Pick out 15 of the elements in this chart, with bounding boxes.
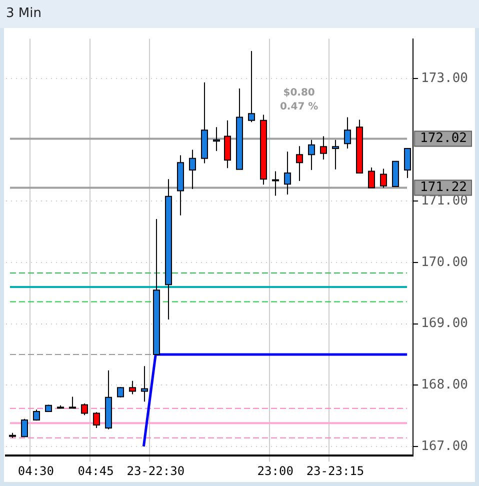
annotation: 0.47 % — [280, 102, 318, 113]
y-tick-label: 173.00 — [421, 71, 468, 86]
x-tick-label: 23-23:15 — [306, 464, 364, 478]
y-tick-label: 168.00 — [421, 377, 468, 392]
y-tick-label: 167.00 — [421, 438, 468, 454]
y-tick-label: 170.00 — [421, 254, 468, 270]
chart-title: 3 Min — [6, 6, 42, 21]
x-tick-label: 04:30 — [18, 464, 54, 478]
annotation: $0.80 — [283, 88, 315, 99]
ref-line-label: 172.02 — [420, 131, 467, 146]
ref-line-label: 171.22 — [420, 180, 467, 196]
x-tick-label: 23:00 — [257, 464, 294, 478]
y-tick-label: 169.00 — [421, 316, 468, 332]
x-tick-label: 04:45 — [78, 464, 114, 478]
x-tick-label: 23-22:30 — [126, 464, 185, 478]
